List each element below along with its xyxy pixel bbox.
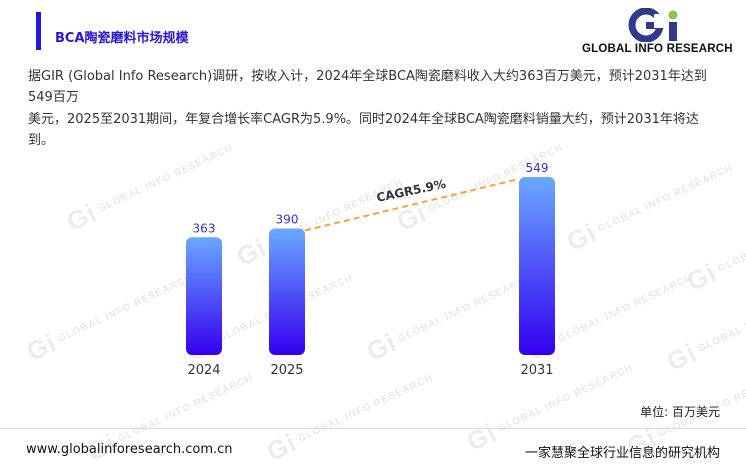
value-label-2024: 363	[193, 221, 216, 235]
bar-2025	[269, 228, 305, 355]
value-label-2025: 390	[276, 213, 299, 227]
cagr-annotation: CAGR5.9%	[375, 177, 447, 205]
cagr-trend-line	[304, 177, 520, 232]
summary-text: 据GIR (Global Info Research)调研，按收入计，2024年…	[28, 66, 718, 152]
category-label-2031: 2031	[520, 363, 553, 378]
category-label-2025: 2025	[270, 363, 303, 378]
bar-2031	[519, 176, 555, 355]
gi-logo-icon	[628, 8, 678, 42]
bar-2024	[186, 237, 222, 355]
summary-line-1: 据GIR (Global Info Research)调研，按收入计，2024年…	[28, 69, 707, 106]
report-title: BCA陶瓷磨料市场规模	[55, 31, 189, 46]
category-label-2024: 2024	[187, 363, 220, 378]
logo-wordmark: GLOBAL INFO RESEARCH	[582, 43, 733, 55]
value-label-2031: 549	[526, 161, 549, 175]
summary-line-2: 美元，2025至2031期间，年复合增长率CAGR为5.9%。同时2024年全球…	[28, 111, 699, 149]
title-accent-bar	[36, 12, 41, 50]
footer-url[interactable]: www.globalinforesearch.com.cn	[26, 442, 233, 457]
footer-slogan: 一家慧聚全球行业信息的研究机构	[524, 446, 720, 461]
unit-label: 单位: 百万美元	[640, 405, 720, 419]
bar-chart: 363 2024 390 2025 549 2031 CAGR5.9%	[186, 161, 555, 378]
footer-divider	[0, 428, 746, 429]
company-logo: GLOBAL INFO RESEARCH	[582, 8, 733, 60]
